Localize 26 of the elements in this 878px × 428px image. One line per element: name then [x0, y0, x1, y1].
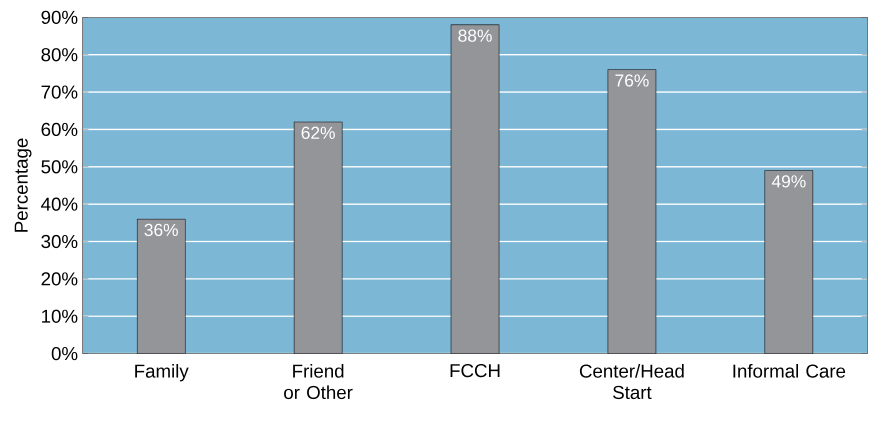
y-tick-label: 30%: [41, 234, 78, 248]
data-label: 88%: [458, 29, 492, 42]
y-tick-label: 50%: [41, 160, 78, 174]
y-tick-label: 40%: [41, 197, 78, 211]
y-tick-label: 0%: [52, 346, 78, 360]
x-tick-label: Friend or Other: [284, 364, 353, 399]
data-label: 62%: [302, 126, 335, 139]
x-tick-label: Informal Care: [733, 364, 846, 378]
bar: [294, 122, 342, 354]
bar: [764, 170, 814, 354]
x-tick-label: Family: [135, 364, 189, 382]
bar: [450, 24, 500, 354]
bar: [136, 218, 186, 354]
x-tick-label: FCCH: [450, 364, 500, 378]
y-tick-label: 70%: [42, 85, 78, 99]
y-tick-label: 10%: [42, 309, 78, 323]
y-tick-label: 20%: [42, 272, 78, 286]
bar: [608, 69, 656, 354]
y-tick-label: 80%: [41, 48, 78, 62]
y-tick-label: 90%: [42, 10, 78, 24]
data-label: 49%: [772, 175, 806, 188]
data-label: 76%: [615, 74, 649, 86]
x-tick-label: Center/Head Start: [580, 364, 684, 399]
y-axis-title: Percentage: [14, 138, 32, 232]
data-label: 36%: [144, 224, 178, 236]
y-tick-label: 60%: [42, 122, 78, 136]
